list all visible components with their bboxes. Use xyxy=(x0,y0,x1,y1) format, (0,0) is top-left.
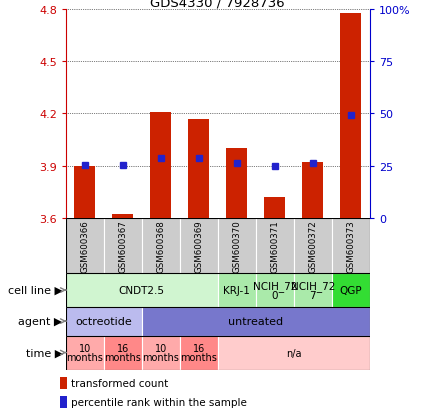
Bar xyxy=(180,218,218,274)
Text: octreotide: octreotide xyxy=(76,316,132,326)
Bar xyxy=(294,218,332,274)
Text: untreated: untreated xyxy=(228,316,283,326)
Text: time ▶: time ▶ xyxy=(26,348,63,358)
Bar xyxy=(142,307,370,336)
Bar xyxy=(227,149,247,218)
Text: 16
months: 16 months xyxy=(105,343,141,362)
Bar xyxy=(66,218,104,274)
Text: percentile rank within the sample: percentile rank within the sample xyxy=(71,397,247,407)
Text: CNDT2.5: CNDT2.5 xyxy=(119,285,165,295)
Text: 10
months: 10 months xyxy=(66,343,103,362)
Bar xyxy=(112,215,133,218)
Bar xyxy=(218,274,256,307)
Text: NCIH_72
7: NCIH_72 7 xyxy=(291,280,335,300)
Bar xyxy=(294,274,332,307)
Text: KRJ-1: KRJ-1 xyxy=(224,285,250,295)
Text: cell line ▶: cell line ▶ xyxy=(8,285,63,295)
Text: GSM600370: GSM600370 xyxy=(232,220,241,272)
Text: GSM600368: GSM600368 xyxy=(156,220,165,272)
Text: n/a: n/a xyxy=(286,348,301,358)
Bar xyxy=(302,163,323,218)
Text: 16
months: 16 months xyxy=(180,343,217,362)
Text: GSM600367: GSM600367 xyxy=(118,220,127,272)
Text: transformed count: transformed count xyxy=(71,378,169,388)
Text: 10
months: 10 months xyxy=(142,343,179,362)
Bar xyxy=(256,218,294,274)
Bar xyxy=(150,112,171,218)
Text: GSM600371: GSM600371 xyxy=(270,220,279,272)
Bar xyxy=(218,218,256,274)
Text: GSM600369: GSM600369 xyxy=(194,220,203,272)
Bar xyxy=(218,336,370,370)
Bar xyxy=(66,274,218,307)
Bar xyxy=(66,307,142,336)
Bar xyxy=(60,396,67,408)
Bar xyxy=(104,336,142,370)
Bar xyxy=(66,336,104,370)
Title: GDS4330 / 7928736: GDS4330 / 7928736 xyxy=(150,0,285,9)
Bar xyxy=(188,119,209,218)
Bar xyxy=(60,377,67,389)
Bar xyxy=(332,218,370,274)
Bar xyxy=(74,166,95,218)
Text: QGP: QGP xyxy=(340,285,362,295)
Text: GSM600366: GSM600366 xyxy=(80,220,89,272)
Bar xyxy=(264,197,285,218)
Text: agent ▶: agent ▶ xyxy=(18,316,63,326)
Text: GSM600373: GSM600373 xyxy=(346,220,355,272)
Bar xyxy=(142,336,180,370)
Bar xyxy=(332,274,370,307)
Bar xyxy=(104,218,142,274)
Text: NCIH_72
0: NCIH_72 0 xyxy=(252,280,297,300)
Bar xyxy=(340,14,361,218)
Bar xyxy=(256,274,294,307)
Bar xyxy=(180,336,218,370)
Bar xyxy=(142,218,180,274)
Text: GSM600372: GSM600372 xyxy=(308,220,317,272)
